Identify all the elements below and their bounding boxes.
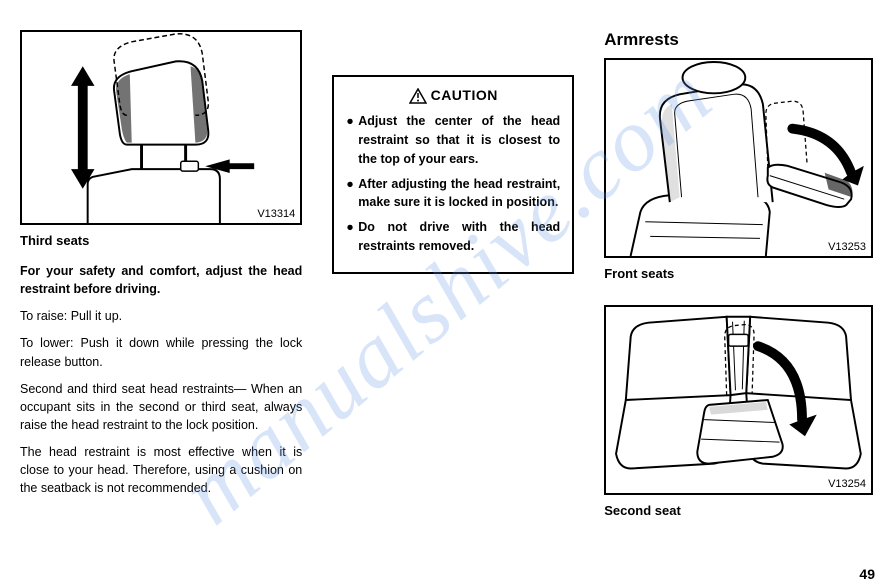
figure-label: V13314: [257, 208, 295, 220]
para: Second and third seat head restraints— W…: [20, 380, 302, 434]
column-center: CAUTION Adjust the center of the head re…: [332, 30, 574, 578]
column-left: V13314 Third seats For your safety and c…: [20, 30, 302, 578]
figure-second-seat: V13254: [604, 305, 873, 495]
para: To lower: Push it down while pressing th…: [20, 334, 302, 370]
figure-caption: Second seat: [604, 503, 873, 518]
page-container: V13314 Third seats For your safety and c…: [0, 0, 893, 588]
caution-item: Adjust the center of the head restraint …: [346, 112, 560, 168]
para: To raise: Pull it up.: [20, 307, 302, 325]
caution-box: CAUTION Adjust the center of the head re…: [332, 75, 574, 274]
figure-caption: Third seats: [20, 233, 302, 248]
caution-item: After adjusting the head restraint, make…: [346, 175, 560, 213]
caution-title: CAUTION: [431, 87, 498, 103]
warning-icon: [409, 88, 427, 104]
section-title: Armrests: [604, 30, 873, 50]
caution-header: CAUTION: [346, 87, 560, 104]
caution-list: Adjust the center of the head restraint …: [346, 112, 560, 255]
para: The head restraint is most effective whe…: [20, 443, 302, 497]
caution-item: Do not drive with the head restraints re…: [346, 218, 560, 256]
figure-caption: Front seats: [604, 266, 873, 281]
para-bold: For your safety and comfort, adjust the …: [20, 262, 302, 298]
figure-front-seats: V13253: [604, 58, 873, 258]
body-text: For your safety and comfort, adjust the …: [20, 262, 302, 506]
column-right: Armrests: [604, 30, 873, 578]
page-number: 49: [859, 566, 875, 582]
figure-third-seats: V13314: [20, 30, 302, 225]
figure-label: V13254: [828, 478, 866, 490]
figure-label: V13253: [828, 241, 866, 253]
